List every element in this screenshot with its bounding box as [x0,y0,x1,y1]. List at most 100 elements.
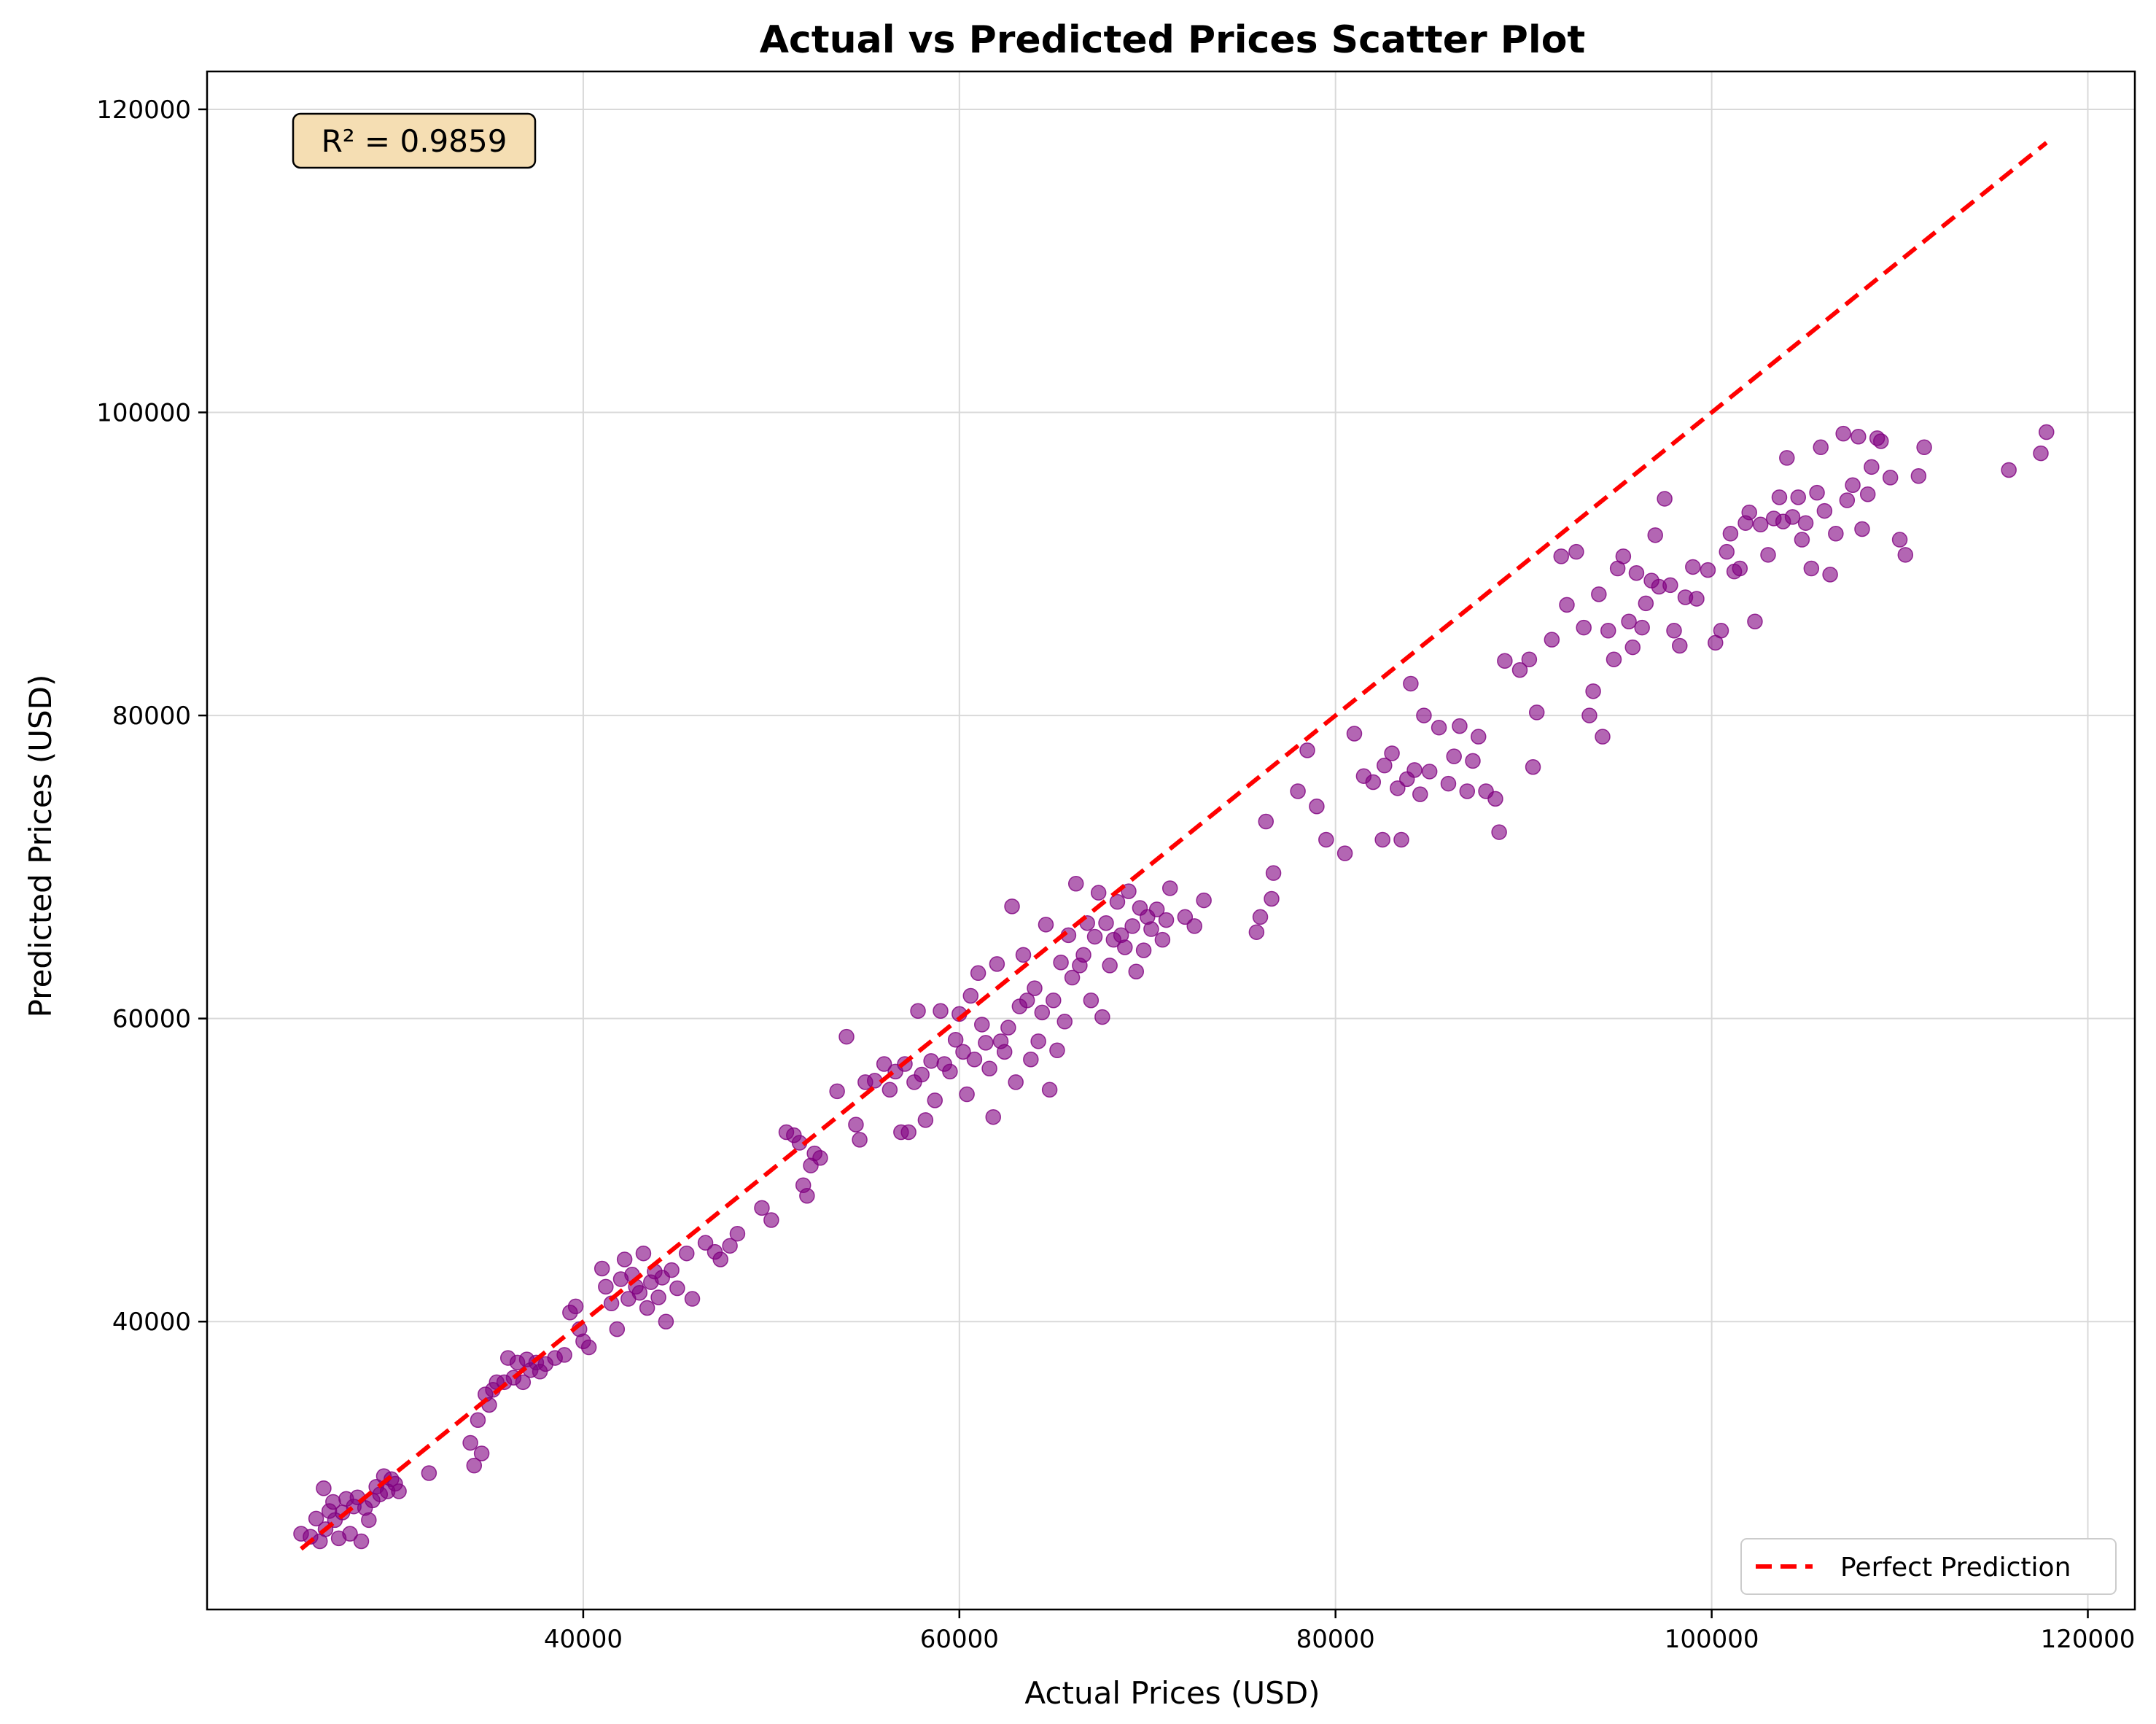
y-axis-label: Predicted Prices (USD) [23,675,58,1018]
data-point [556,1347,572,1363]
data-point [1027,980,1043,996]
data-point [1816,502,1833,519]
data-point [1471,729,1487,745]
data-point [1083,992,1100,1009]
data-point [1528,704,1545,721]
data-point [1771,489,1788,505]
plot-frame [206,70,2136,1611]
data-point [658,1313,674,1329]
data-point [1784,509,1801,525]
data-point [729,1225,746,1242]
data-point [978,1035,994,1051]
data-point [974,1017,990,1033]
data-point [684,1291,701,1307]
data-point [598,1278,614,1295]
data-point [1102,958,1118,974]
data-point [1336,845,1353,861]
x-axis-label: Actual Prices (USD) [1024,1675,1320,1711]
data-point [1177,909,1194,925]
data-point [421,1465,437,1481]
data-point [917,1112,934,1128]
data-point [2033,445,2049,462]
data-point [1046,992,1062,1009]
annotation-box [292,112,537,169]
y-axis-ticks: 40000 60000 80000 100000 120000 [96,96,207,1337]
data-point [2039,424,2055,440]
y-tick-label: 60000 [112,1005,191,1034]
data-point [1161,880,1178,896]
data-point [1186,918,1202,934]
legend: Perfect Prediction [1740,1538,2117,1595]
data-point [966,1051,983,1068]
data-point [1258,813,1274,830]
data-point [462,1434,478,1451]
data-point [609,1321,626,1337]
data-point [1845,477,1861,493]
data-point [1023,1051,1039,1068]
data-point [1041,1082,1058,1098]
data-point [1591,586,1607,602]
data-point [829,1083,845,1100]
data-point [1299,742,1315,758]
data-point [679,1245,695,1262]
data-point [1075,947,1091,963]
data-point [1491,824,1507,840]
data-point [1090,885,1107,901]
data-point [391,1483,407,1499]
data-points [293,424,2055,1550]
data-point [1790,489,1807,505]
data-point [1747,613,1763,630]
data-point [1741,504,1757,521]
data-point [1452,718,1468,734]
data-point [1657,491,1673,507]
data-point [1406,762,1423,778]
data-point [1897,547,1914,563]
data-point [567,1298,584,1315]
data-point [342,1526,358,1542]
data-point [1647,527,1663,543]
data-point [663,1262,680,1278]
data-point [1803,560,1820,577]
data-point [959,1086,975,1103]
data-point [1465,753,1481,769]
y-tick-label: 120000 [96,96,191,125]
data-point [1910,468,1927,484]
data-point [1393,831,1409,848]
data-point [1374,831,1390,848]
data-point [1732,560,1748,577]
data-point [470,1412,486,1429]
data-point [2001,462,2017,478]
data-point [1638,595,1654,612]
data-point [650,1289,666,1305]
data-point [1377,757,1393,774]
r-squared-text: R² = 0.9859 [322,123,507,159]
data-point [635,1245,652,1262]
data-point [1154,931,1171,948]
data-point [1576,619,1592,636]
data-point [1839,492,1856,508]
legend-box [1740,1538,2117,1595]
y-tick-label: 40000 [112,1308,191,1337]
data-point [1600,622,1616,639]
data-point [914,1066,930,1083]
data-point [1891,532,1908,548]
x-tick-label: 60000 [920,1625,999,1654]
x-tick-label: 40000 [544,1625,623,1654]
data-point [812,1150,828,1166]
data-point [947,1031,964,1048]
chart-title: Actual vs Predicted Prices Scatter Plot [760,18,1586,62]
data-point [1290,783,1306,799]
data-point [1318,831,1334,848]
data-point [1828,525,1844,542]
data-point [1252,909,1269,925]
data-point [1813,439,1829,456]
perfect-prediction-line [300,141,2048,1551]
data-point [1719,543,1735,560]
data-point [1553,548,1569,564]
data-point [1421,764,1438,780]
x-tick-label: 100000 [1665,1625,1759,1654]
data-point [1760,547,1776,563]
data-point [1384,745,1400,761]
